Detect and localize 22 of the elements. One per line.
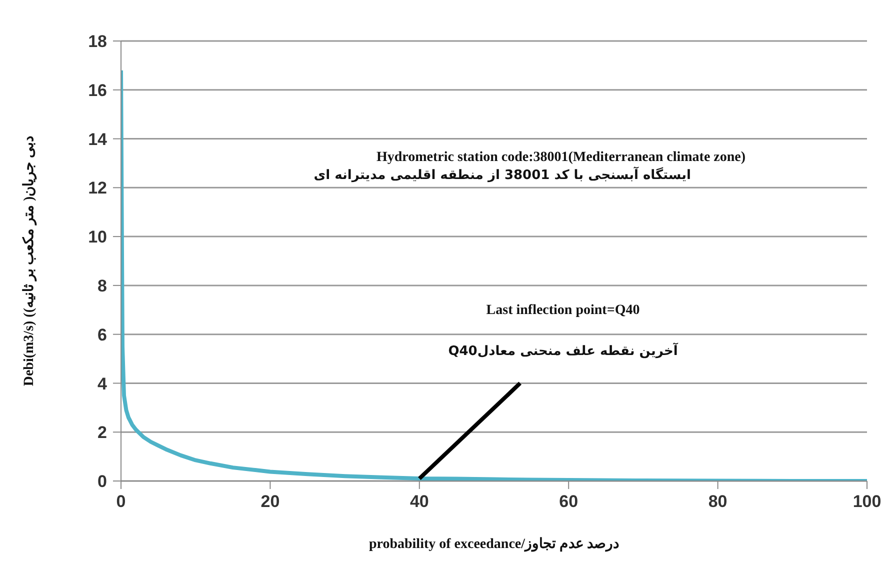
y-tick-label: 2 (98, 423, 107, 442)
x-axis-title: probability of exceedance/درصد عدم تجاوز (368, 537, 620, 552)
y-tick-label: 16 (88, 80, 107, 100)
y-tick-label: 8 (98, 276, 107, 296)
annotation: Last inflection point=Q40 (485, 303, 641, 319)
x-tick-label: 100 (852, 492, 882, 512)
x-tick-label: 40 (410, 492, 429, 512)
y-tick-label: 18 (88, 32, 107, 52)
annotation: Hydrometric station code:38001(Mediterranean climate zone) (375, 150, 747, 166)
annotation: آخرین نقطه علف منحنی معادلQ40 (447, 344, 680, 359)
annotation: ایستگاه آبسنجی با کد 38001 از منطقه اقلیمی مدیترانه ای (314, 168, 691, 183)
x-tick-label: 0 (116, 492, 126, 512)
x-tick-label: 20 (260, 492, 280, 512)
y-tick-label: 0 (98, 472, 107, 492)
y-tick-label: 4 (98, 374, 108, 394)
x-tick-label: 80 (708, 492, 728, 512)
y-tick-label: 6 (98, 325, 107, 344)
y-tick-label: 12 (88, 178, 107, 198)
y-tick-label: 10 (88, 228, 107, 247)
y-tick-label: 14 (88, 130, 108, 149)
y-axis-title: Debi(m3/s) (دبی جریان( متر مکعب بر ثانیه) (20, 136, 37, 386)
x-tick-label: 60 (559, 492, 578, 512)
